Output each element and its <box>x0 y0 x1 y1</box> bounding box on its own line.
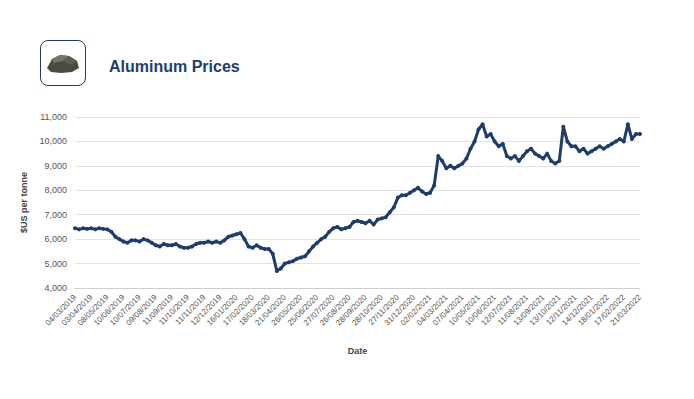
svg-text:Aluminum Prices: Aluminum Prices <box>109 58 240 75</box>
svg-text:7,000: 7,000 <box>44 210 67 220</box>
svg-text:10/06/2019: 10/06/2019 <box>92 292 127 328</box>
svg-text:11/10/2019: 11/10/2019 <box>157 292 192 327</box>
svg-text:04/03/2021: 04/03/2021 <box>414 292 450 328</box>
svg-text:9,000: 9,000 <box>44 161 67 171</box>
svg-text:09/08/2019: 09/08/2019 <box>124 292 159 328</box>
svg-text:07/04/2021: 07/04/2021 <box>431 292 466 328</box>
svg-text:$US per tonne: $US per tonne <box>19 172 29 233</box>
svg-text:5,000: 5,000 <box>44 259 67 269</box>
svg-text:27/07/2020: 27/07/2020 <box>301 292 337 328</box>
svg-text:14/12/2021: 14/12/2021 <box>560 292 595 328</box>
svg-text:08/05/2019: 08/05/2019 <box>75 292 111 328</box>
svg-text:Date: Date <box>348 346 368 356</box>
svg-text:10/05/2021: 10/05/2021 <box>447 292 482 328</box>
svg-text:28/09/2020: 28/09/2020 <box>334 292 369 328</box>
svg-text:4,000: 4,000 <box>44 283 67 293</box>
svg-text:11/08/2021: 11/08/2021 <box>496 292 531 327</box>
svg-text:31/12/2020: 31/12/2020 <box>382 292 418 328</box>
svg-text:10/06/2021: 10/06/2021 <box>463 292 498 328</box>
svg-text:18/01/2022: 18/01/2022 <box>576 292 611 328</box>
svg-text:11/11/2019: 11/11/2019 <box>173 292 208 327</box>
svg-text:25/06/2020: 25/06/2020 <box>285 292 321 328</box>
svg-text:8,000: 8,000 <box>44 185 67 195</box>
svg-text:6,000: 6,000 <box>44 234 67 244</box>
svg-text:11,000: 11,000 <box>40 112 67 122</box>
svg-text:12/12/2019: 12/12/2019 <box>188 292 224 328</box>
svg-text:12/07/2021: 12/07/2021 <box>479 292 514 328</box>
svg-text:13/10/2021: 13/10/2021 <box>527 292 563 328</box>
svg-text:21/04/2020: 21/04/2020 <box>253 292 288 328</box>
svg-text:17/02/2020: 17/02/2020 <box>221 292 256 328</box>
svg-text:12/11/2021: 12/11/2021 <box>544 292 579 327</box>
svg-text:28/10/2020: 28/10/2020 <box>350 292 385 328</box>
svg-text:02/02/2021: 02/02/2021 <box>398 292 434 328</box>
svg-text:03/04/2019: 03/04/2019 <box>59 292 95 328</box>
svg-text:16/01/2020: 16/01/2020 <box>205 292 240 328</box>
svg-text:21/03/2022: 21/03/2022 <box>609 292 644 327</box>
svg-text:27/11/2020: 27/11/2020 <box>366 292 401 327</box>
svg-text:26/05/2020: 26/05/2020 <box>269 292 305 328</box>
svg-text:04/03/2019: 04/03/2019 <box>43 292 79 328</box>
svg-text:11/09/2019: 11/09/2019 <box>140 292 175 327</box>
svg-text:10/07/2019: 10/07/2019 <box>108 292 143 328</box>
svg-text:26/08/2020: 26/08/2020 <box>318 292 353 328</box>
svg-text:17/02/2022: 17/02/2022 <box>592 292 627 328</box>
svg-text:13/09/2021: 13/09/2021 <box>511 292 547 328</box>
svg-text:18/03/2020: 18/03/2020 <box>237 292 272 328</box>
svg-text:10,000: 10,000 <box>39 136 67 146</box>
